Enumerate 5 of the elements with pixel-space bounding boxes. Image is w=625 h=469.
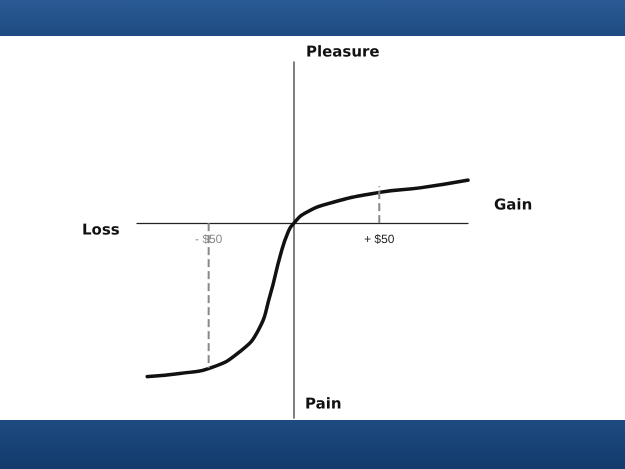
text: Pain: [305, 394, 342, 412]
text: Pleasure: [306, 42, 380, 60]
text: Loss: [82, 220, 120, 238]
text: Gain: [494, 196, 532, 214]
x-tick-label: + $50: [364, 232, 395, 246]
